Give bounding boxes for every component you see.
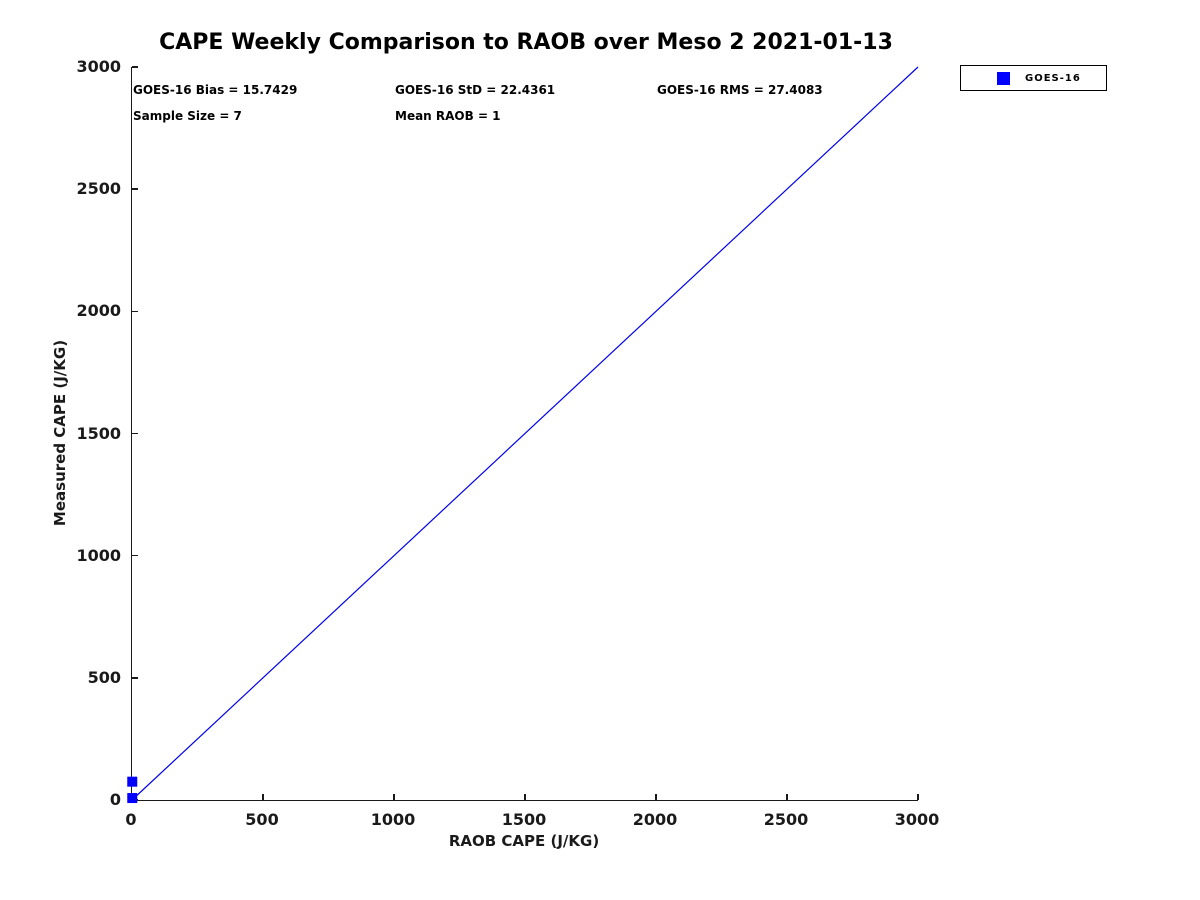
legend-square-marker-icon (997, 71, 1010, 85)
x-tick-label: 1000 (370, 810, 416, 829)
x-tick-label: 0 (125, 810, 137, 829)
plot-canvas (127, 66, 919, 804)
y-tick (132, 677, 138, 679)
y-tick-label: 500 (87, 667, 121, 687)
stat-sample-size: Sample Size = 7 (133, 109, 242, 123)
stat-std: GOES-16 StD = 22.4361 (395, 83, 556, 97)
legend: GOES-16 (960, 65, 1107, 91)
x-tick (786, 794, 788, 800)
stat-rms: GOES-16 RMS = 27.4083 (657, 83, 823, 97)
x-tick-label: 2500 (763, 810, 809, 829)
x-tick-label: 1500 (501, 810, 547, 829)
x-tick-label: 2000 (632, 810, 678, 829)
y-tick-label: 2500 (76, 179, 121, 199)
x-tick-label: 500 (245, 810, 279, 829)
x-tick-label: 3000 (894, 810, 940, 829)
y-tick (132, 310, 138, 313)
y-axis-label: Measured CAPE (J/KG) (51, 339, 69, 527)
stat-bias: GOES-16 Bias = 15.7429 (133, 83, 298, 97)
y-tick-label: 1000 (76, 545, 121, 565)
legend-entry-label: GOES-16 (1025, 72, 1081, 84)
x-tick (393, 794, 395, 800)
y-tick (132, 554, 138, 557)
y-tick-label: 0 (109, 790, 121, 809)
x-tick (262, 794, 264, 800)
identity-line (131, 66, 919, 801)
y-tick-label: 3000 (76, 57, 121, 76)
x-axis-label: RAOB CAPE (J/KG) (448, 832, 600, 850)
y-tick-label: 1500 (76, 423, 121, 443)
x-tick (655, 794, 657, 800)
plot-area (127, 66, 919, 804)
y-tick (132, 66, 138, 68)
y-tick-label: 2000 (76, 301, 121, 321)
data-point-marker (127, 793, 138, 804)
data-point-marker (127, 776, 138, 787)
y-tick (132, 188, 138, 190)
stat-mean-raob: Mean RAOB = 1 (395, 109, 501, 123)
y-tick (132, 432, 138, 435)
x-tick (917, 794, 919, 800)
x-tick (524, 794, 526, 800)
chart-title: CAPE Weekly Comparison to RAOB over Meso… (159, 30, 893, 55)
